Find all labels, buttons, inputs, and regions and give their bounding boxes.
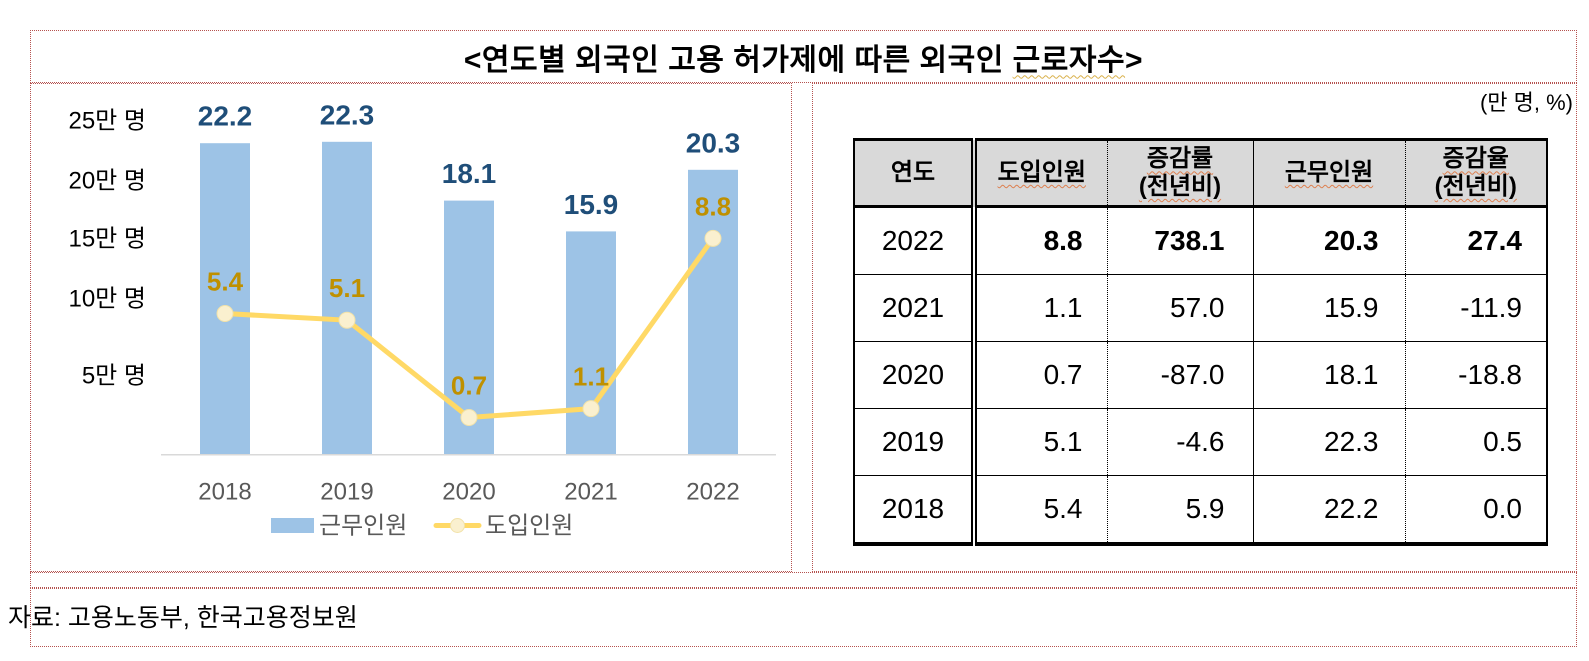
page-title: <연도별 외국인 고용 허가제에 따른 외국인 근로자수> [464, 35, 1143, 79]
table-row-2020: 2020 0.7 -87.0 18.1 -18.8 [854, 341, 1547, 409]
table-header-text-1: 도입인원 [997, 159, 1086, 187]
bar-2019 [322, 141, 372, 455]
cell-year-2021: 2021 [854, 274, 977, 342]
cell-2019-col-1: 5.1 [974, 408, 1108, 476]
legend-label-line: 도입인원 [485, 513, 573, 540]
unit-note: (만 명, %) [1479, 90, 1573, 115]
table-cell: (만 명, %) 연도 도입인원 증감률 (전년비) 근무인원 증감율 (전년비) 20… [812, 83, 1577, 572]
cell-2022-col-1: 8.8 [974, 206, 1108, 275]
table-header-col-3: 근무인원 [1253, 139, 1406, 208]
data-table: 연도 도입인원 증감률 (전년비) 근무인원 증감율 (전년비) 2022 8.8 738.… [853, 138, 1548, 546]
y-tick-4: 5만 명 [82, 363, 146, 390]
cell-2018-col-2: 5.9 [1107, 475, 1254, 544]
cell-2019-col-4: 0.5 [1405, 408, 1547, 476]
cell-2021-col-1: 1.1 [974, 274, 1108, 342]
cell-2020-col-2: -87.0 [1107, 341, 1254, 409]
cell-2021-col-2: 57.0 [1107, 274, 1254, 342]
table-head: 연도 도입인원 증감률 (전년비) 근무인원 증감율 (전년비) [854, 139, 1547, 208]
cell-year-2020: 2020 [854, 341, 977, 409]
cell-year-2022: 2022 [854, 206, 977, 275]
line-marker-2020 [460, 409, 478, 427]
table-header-text-2: 증감률 (전년비) [1138, 145, 1222, 200]
title-cell: <연도별 외국인 고용 허가제에 따른 외국인 근로자수> [30, 30, 1577, 83]
bar-2022 [688, 169, 738, 455]
table-row-2021: 2021 1.1 57.0 15.9 -11.9 [854, 274, 1547, 342]
table-row-2018: 2018 5.4 5.9 22.2 0.0 [854, 475, 1547, 544]
cell-2020-col-4: -18.8 [1405, 341, 1547, 409]
bar-line-chart: 25만 명 20만 명 15만 명 10만 명 5만 명 22.2 22.3 18.1 15.9… [68, 99, 776, 540]
page-title-flagged-word: 근로자수 [1012, 43, 1126, 77]
legend-marker-line [450, 518, 465, 533]
cell-2019-col-3: 22.3 [1253, 408, 1406, 476]
x-tick-2018: 2018 [198, 479, 251, 506]
cell-2020-col-1: 0.7 [974, 341, 1108, 409]
y-tick-0: 25만 명 [68, 108, 146, 135]
x-tick-2020: 2020 [442, 479, 495, 506]
line-label-2022: 8.8 [695, 191, 731, 221]
legend-label-bar: 근무인원 [319, 513, 407, 540]
line-marker-2022 [704, 229, 722, 247]
cell-2022-col-2: 738.1 [1107, 206, 1254, 275]
line-label-2021: 1.1 [573, 362, 609, 392]
table-header-col-0: 연도 [854, 139, 977, 208]
cell-2022-col-4: 27.4 [1467, 225, 1523, 256]
table-header-col-1: 도입인원 [974, 139, 1108, 208]
y-tick-2: 15만 명 [68, 226, 146, 253]
bar-2018 [200, 143, 250, 454]
cell-year-2019: 2019 [854, 408, 977, 476]
line-label-2018: 5.4 [207, 267, 244, 297]
line-label-2019: 5.1 [329, 273, 365, 303]
table-header-col-2: 증감률 (전년비) [1107, 139, 1254, 208]
bar-label-2019: 22.3 [320, 99, 375, 130]
bar-label-2022: 20.3 [686, 127, 741, 158]
table-header-text-0: 연도 [890, 159, 936, 187]
cell-2021-col-3: 15.9 [1253, 274, 1406, 342]
cell-2018-col-1: 5.4 [974, 475, 1108, 544]
line-marker-2021 [582, 400, 600, 418]
chart-cell: 25만 명 20만 명 15만 명 10만 명 5만 명 22.2 22.3 18.1 15.9… [30, 83, 792, 572]
cell-2018-col-3: 22.2 [1253, 475, 1406, 544]
source-text: 자료: 고용노동부, 한국고용정보원 [8, 604, 358, 632]
cell-2019-col-2: -4.6 [1107, 408, 1254, 476]
source-row [30, 588, 1577, 647]
table-body: 2022 8.8 738.1 20.3 27.4 2021 1.1 57.0 15.9 -11.9… [854, 206, 1547, 544]
cell-2018-col-4: 0.0 [1405, 475, 1547, 544]
table-row-2022: 2022 8.8 738.1 20.3 27.4 [854, 206, 1547, 275]
y-tick-1: 20만 명 [68, 168, 146, 195]
table-header-text-3: 근무인원 [1284, 159, 1374, 187]
page-title-suffix: > [1125, 43, 1144, 77]
table-header-text-4: 증감율 (전년비) [1434, 145, 1517, 200]
cell-2022-col-3: 20.3 [1253, 206, 1406, 275]
x-tick-2021: 2021 [564, 479, 617, 506]
page-title-prefix: <연도별 외국인 고용 허가제에 따른 외국인 [463, 43, 1013, 77]
x-tick-2019: 2019 [320, 479, 373, 506]
spacer-row [30, 572, 1577, 588]
line-marker-2018 [216, 305, 234, 323]
line-marker-2019 [338, 311, 356, 329]
table-row-2019: 2019 5.1 -4.6 22.3 0.5 [854, 408, 1547, 476]
bar-label-2018: 22.2 [198, 101, 253, 132]
line-label-2020: 0.7 [451, 371, 487, 401]
cell-2020-col-3: 18.1 [1253, 341, 1406, 409]
cell-2021-col-4: -11.9 [1405, 274, 1547, 342]
table-header-col-4: 증감율 (전년비) [1405, 139, 1547, 208]
bar-label-2020: 18.1 [442, 158, 497, 189]
bar-label-2021: 15.9 [564, 189, 619, 220]
legend-swatch-bar [271, 518, 314, 533]
cell-year-2018: 2018 [854, 475, 977, 544]
bar-2021 [566, 231, 616, 454]
x-tick-2022: 2022 [686, 479, 739, 506]
y-tick-3: 10만 명 [68, 286, 146, 313]
